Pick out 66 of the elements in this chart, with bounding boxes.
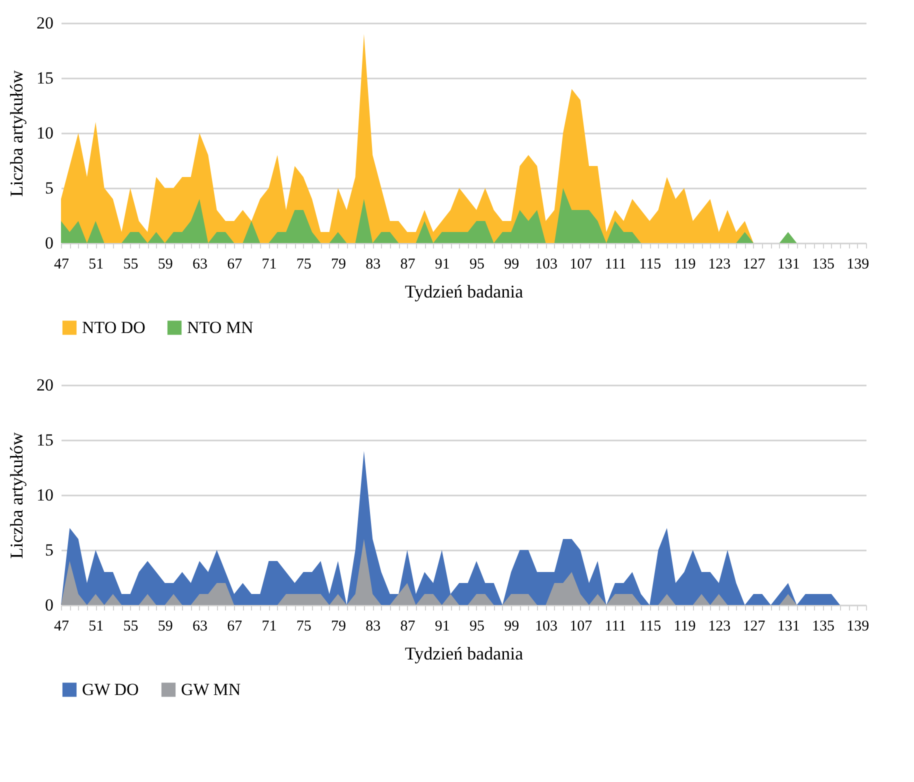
x-axis-title: Tydzień badania — [404, 282, 524, 302]
y-tick-label: 10 — [36, 486, 54, 504]
x-axis-title: Tydzień badania — [404, 644, 524, 664]
x-tick-label: 91 — [434, 256, 450, 272]
x-tick-label: 123 — [708, 256, 731, 272]
x-tick-label: 103 — [534, 256, 558, 272]
y-tick-label: 5 — [45, 178, 54, 198]
y-tick-label: 20 — [36, 14, 54, 32]
x-tick-label: 59 — [158, 256, 173, 272]
x-tick-label: 75 — [296, 256, 312, 272]
x-tick-label: 123 — [708, 618, 731, 634]
x-tick-label: 83 — [366, 618, 381, 634]
y-tick-label: 15 — [36, 68, 54, 88]
x-tick-label: 47 — [54, 256, 70, 272]
x-tick-label: 95 — [469, 256, 484, 272]
x-tick-label: 71 — [262, 618, 277, 634]
x-tick-label: 127 — [742, 256, 766, 272]
x-tick-label: 59 — [158, 618, 173, 634]
x-tick-label: 75 — [296, 618, 312, 634]
x-tick-label: 95 — [469, 618, 484, 634]
x-tick-label: 71 — [262, 256, 277, 272]
legend-label: NTO DO — [82, 318, 146, 337]
x-tick-label: 111 — [604, 618, 626, 634]
x-tick-label: 139 — [846, 618, 870, 634]
x-tick-label: 135 — [812, 256, 834, 272]
x-tick-label: 87 — [400, 256, 416, 272]
x-tick-label: 107 — [570, 256, 593, 272]
y-axis-title: Liczba artykułów — [6, 432, 26, 559]
x-tick-label: 103 — [534, 618, 558, 634]
x-tick-label: 111 — [604, 256, 626, 272]
x-tick-label: 119 — [674, 618, 696, 634]
y-tick-label: 5 — [45, 540, 54, 560]
x-tick-label: 55 — [123, 618, 138, 634]
legend-label: NTO MN — [187, 318, 254, 337]
x-tick-label: 51 — [88, 618, 104, 634]
x-tick-label: 99 — [504, 618, 520, 634]
x-tick-label: 99 — [504, 256, 520, 272]
y-tick-label: 0 — [45, 234, 54, 252]
x-tick-label: 91 — [434, 618, 450, 634]
y-tick-label: 10 — [36, 124, 54, 142]
y-tick-label: 15 — [36, 430, 54, 450]
x-tick-label: 131 — [777, 618, 800, 634]
x-tick-label: 87 — [400, 618, 416, 634]
x-tick-label: 83 — [366, 256, 381, 272]
y-tick-label: 20 — [36, 376, 54, 394]
x-tick-label: 67 — [227, 256, 243, 272]
y-axis-title: Liczba artykułów — [6, 70, 26, 197]
x-tick-label: 115 — [639, 618, 662, 634]
x-tick-label: 131 — [777, 256, 800, 272]
x-tick-label: 63 — [192, 256, 208, 272]
x-tick-label: 115 — [639, 256, 662, 272]
x-tick-label: 107 — [570, 618, 593, 634]
x-tick-label: 127 — [742, 618, 766, 634]
x-tick-label: 79 — [330, 256, 346, 272]
x-tick-label: 63 — [192, 618, 208, 634]
y-tick-label: 0 — [45, 596, 54, 614]
legend-label: GW DO — [82, 680, 139, 699]
x-tick-label: 51 — [88, 256, 104, 272]
x-tick-label: 55 — [123, 256, 138, 272]
x-tick-label: 47 — [54, 618, 70, 634]
legend-label: GW MN — [181, 680, 241, 699]
x-tick-label: 139 — [846, 256, 870, 272]
x-tick-label: 79 — [330, 618, 346, 634]
x-tick-label: 119 — [674, 256, 696, 272]
x-tick-label: 67 — [227, 618, 243, 634]
x-tick-label: 135 — [812, 618, 834, 634]
